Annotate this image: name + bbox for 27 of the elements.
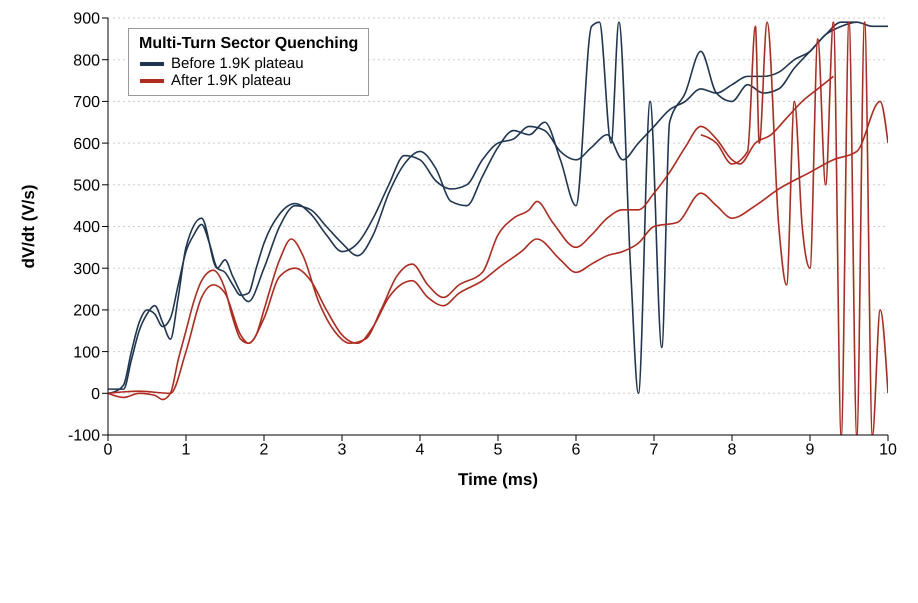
- y-tick-label: 300: [73, 260, 100, 278]
- x-tick-label: 4: [416, 441, 425, 458]
- x-tick-label: 6: [572, 441, 581, 458]
- x-tick-label: 1: [182, 441, 191, 458]
- x-tick-label: 8: [728, 441, 737, 458]
- legend-label: Before 1.9K plateau: [171, 55, 304, 72]
- x-tick-label: 3: [338, 441, 347, 458]
- y-tick-label: 100: [73, 344, 100, 362]
- y-axis-title: dV/dt (V/s): [19, 184, 38, 269]
- y-tick-label: 0: [91, 386, 100, 403]
- y-tick-label: 500: [73, 177, 100, 194]
- x-axis-title: Time (ms): [458, 470, 538, 489]
- x-tick-label: 2: [260, 441, 269, 458]
- x-tick-label: 9: [806, 441, 815, 458]
- x-tick-label: 5: [494, 441, 503, 458]
- legend-label: After 1.9K plateau: [171, 72, 292, 89]
- y-tick-label: -100: [68, 428, 100, 445]
- y-tick-label: 700: [73, 94, 100, 112]
- legend-title: Multi-Turn Sector Quenching: [139, 35, 358, 53]
- y-tick-label: 900: [73, 10, 100, 28]
- x-tick-label: 10: [879, 441, 897, 458]
- x-tick-label: 7: [650, 441, 659, 458]
- x-tick-label: 0: [104, 441, 113, 458]
- y-tick-label: 600: [73, 136, 100, 153]
- y-tick-label: 400: [73, 219, 100, 236]
- y-tick-label: 200: [73, 302, 100, 320]
- y-tick-label: 800: [73, 52, 100, 70]
